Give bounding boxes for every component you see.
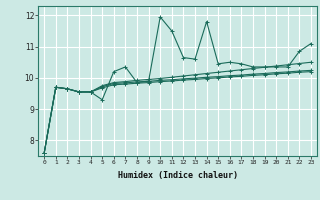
X-axis label: Humidex (Indice chaleur): Humidex (Indice chaleur) bbox=[118, 171, 238, 180]
